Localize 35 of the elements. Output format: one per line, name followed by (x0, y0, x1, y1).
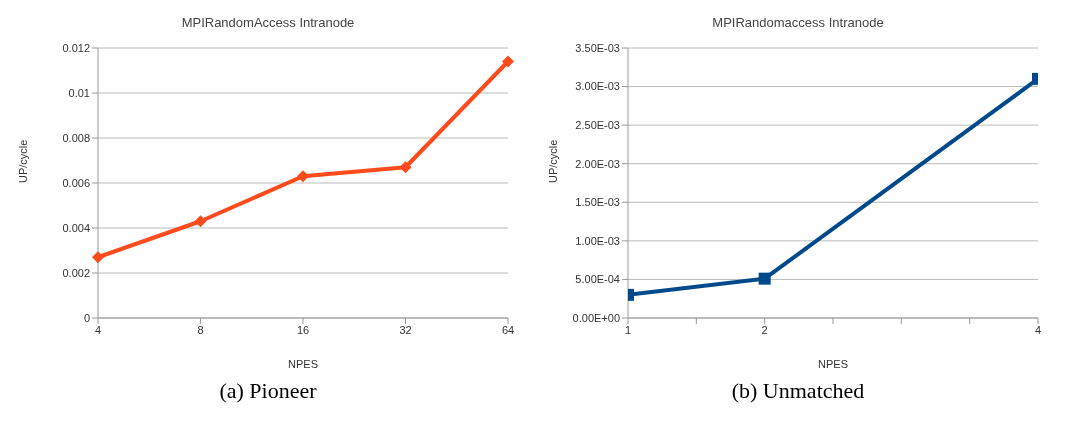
y-tick-label: 0.004 (62, 221, 90, 234)
y-tick-label: 0.006 (62, 176, 90, 189)
point (194, 215, 207, 228)
chart-title: MPIRandomaccess Intranode (711, 14, 885, 32)
x-tick-label: 64 (501, 323, 515, 336)
y-tick-label: 0 (83, 311, 90, 324)
y-tick-label: 3.50E-03 (575, 41, 620, 54)
x-axis-title: NPES (818, 358, 848, 370)
point (502, 55, 514, 68)
text: (b) Unmatched (730, 378, 866, 404)
x-tick-label: 4 (1034, 323, 1042, 336)
y-tick-label: 0.01 (68, 86, 90, 99)
point (92, 251, 104, 264)
y-tick-label: 0.012 (62, 41, 90, 54)
y-tick-label: 2.00E-03 (575, 157, 620, 170)
y-tick-label: 1.00E-03 (575, 234, 620, 247)
x-axis-title: NPES (288, 358, 318, 370)
y-tick-label: 0.002 (62, 266, 90, 279)
y-tick-label: 0.008 (62, 131, 90, 144)
x-tick-label: 8 (197, 323, 204, 336)
y-tick-label: 2.50E-03 (575, 119, 620, 132)
chart-title: MPIRandomAccess Intranode (180, 14, 356, 32)
x-tick-label: 16 (296, 323, 310, 336)
y-tick-label: 3.00E-03 (575, 80, 620, 93)
y-tick-label: 0.00E+00 (572, 311, 620, 324)
text: (a) Pioneer (218, 378, 318, 404)
x-tick-label: 1 (624, 323, 632, 336)
y-axis-title: UP/cycle (546, 139, 559, 183)
y-tick-label: 5.00E-04 (575, 273, 620, 286)
x-tick-label: 32 (399, 323, 412, 336)
y-tick-label: 1.50E-03 (575, 196, 620, 209)
x-tick-label: 4 (94, 323, 102, 336)
y-axis-title: UP/cycle (16, 139, 29, 183)
point (297, 170, 309, 183)
x-tick-label: 2 (761, 323, 768, 336)
